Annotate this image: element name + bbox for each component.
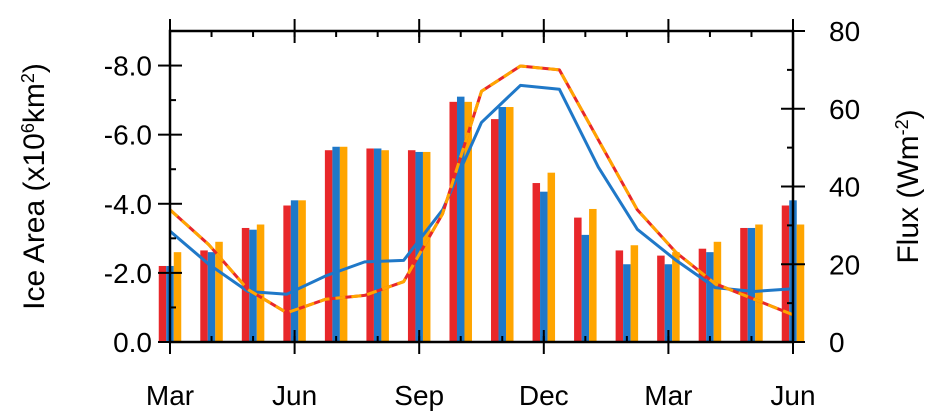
- x-tick-label: Sep: [394, 380, 444, 411]
- bar-2-12: [672, 252, 680, 342]
- bar-0-9: [532, 183, 541, 342]
- bar-2-0: [173, 252, 182, 342]
- bar-0-1: [200, 250, 208, 342]
- line-series-0: [169, 83, 794, 296]
- y-left-tick-label: -2.0: [104, 258, 152, 289]
- bar-0-15: [781, 205, 790, 342]
- y-left-tick-label: -4.0: [104, 189, 152, 220]
- bar-2-9: [547, 172, 556, 342]
- x-tick-label: Jun: [770, 380, 815, 411]
- y-left-title-main: Ice Area (x10: [18, 133, 51, 310]
- bar-2-6: [422, 151, 431, 342]
- label-group: Mar Jun Sep Dec Mar Jun 0.0 -2.0 -4.0 -6.0 -8.0 0 20…: [104, 16, 860, 411]
- bar-0-4: [324, 150, 333, 342]
- y-right-tick-label: 60: [829, 94, 860, 125]
- line-group: [168, 64, 794, 317]
- bar-2-7: [464, 101, 472, 342]
- bar-1-9: [540, 191, 548, 342]
- bar-2-1: [215, 241, 223, 342]
- y-right-title-end: ): [892, 109, 925, 119]
- bar-2-5: [381, 150, 389, 342]
- bar-1-7: [456, 96, 465, 343]
- bar-2-10: [589, 208, 597, 342]
- line-series-2: [168, 64, 794, 317]
- bar-0-13: [698, 248, 707, 342]
- bar-1-12: [664, 264, 673, 342]
- bar-1-14: [747, 227, 756, 342]
- bar-0-8: [491, 119, 499, 342]
- y-right-tick-label: 0: [829, 327, 845, 358]
- bar-1-8: [498, 107, 507, 343]
- bar-1-11: [623, 264, 631, 342]
- bar-2-15: [796, 224, 805, 342]
- bar-2-13: [713, 241, 722, 342]
- bar-2-11: [630, 245, 639, 342]
- x-tick-label: Mar: [146, 380, 194, 411]
- bar-0-12: [657, 255, 665, 342]
- bar-1-5: [373, 148, 382, 342]
- y-left-tick-label: 0.0: [113, 327, 152, 358]
- bar-1-2: [249, 229, 257, 342]
- bar-2-8: [506, 107, 514, 343]
- bar-1-3: [290, 200, 299, 342]
- y-left-title-mid: km: [18, 83, 51, 123]
- y-right-tick-label: 20: [829, 249, 860, 280]
- y-right-tick-label: 40: [829, 172, 860, 203]
- y-right-title-sup: -2: [892, 119, 912, 135]
- bar-0-5: [366, 148, 374, 342]
- x-tick-label: Mar: [644, 380, 692, 411]
- x-tick-label: Jun: [272, 380, 317, 411]
- bar-1-13: [706, 252, 714, 342]
- y-axis-right-title: Flux (Wm-2): [892, 109, 925, 263]
- bar-0-11: [615, 250, 624, 342]
- y-left-title-end: ): [18, 63, 51, 73]
- bar-0-6: [407, 150, 416, 342]
- y-right-tick-label: 80: [829, 16, 860, 47]
- bar-0-14: [740, 227, 748, 342]
- bar-1-1: [207, 252, 216, 342]
- bar-2-4: [339, 146, 348, 342]
- y-right-title-main: Flux (Wm: [892, 135, 925, 263]
- bar-2-3: [298, 200, 306, 342]
- tick-group: [158, 19, 805, 354]
- bar-2-2: [256, 224, 265, 342]
- bar-0-3: [283, 205, 291, 342]
- y-left-title-sup: 6: [18, 123, 38, 133]
- y-axis-left-title: Ice Area (x106km2): [18, 63, 51, 310]
- x-tick-label: Dec: [519, 380, 569, 411]
- bar-1-6: [415, 151, 423, 342]
- bar-1-4: [332, 146, 340, 342]
- y-left-title-sup2: 2: [18, 73, 38, 83]
- bar-group: [158, 96, 805, 343]
- bar-0-10: [574, 217, 582, 342]
- bar-1-10: [581, 234, 590, 342]
- y-left-tick-label: -6.0: [104, 120, 152, 151]
- y-left-tick-label: -8.0: [104, 51, 152, 82]
- bar-0-7: [449, 101, 457, 342]
- bar-2-14: [755, 224, 763, 342]
- bar-0-0: [158, 265, 167, 342]
